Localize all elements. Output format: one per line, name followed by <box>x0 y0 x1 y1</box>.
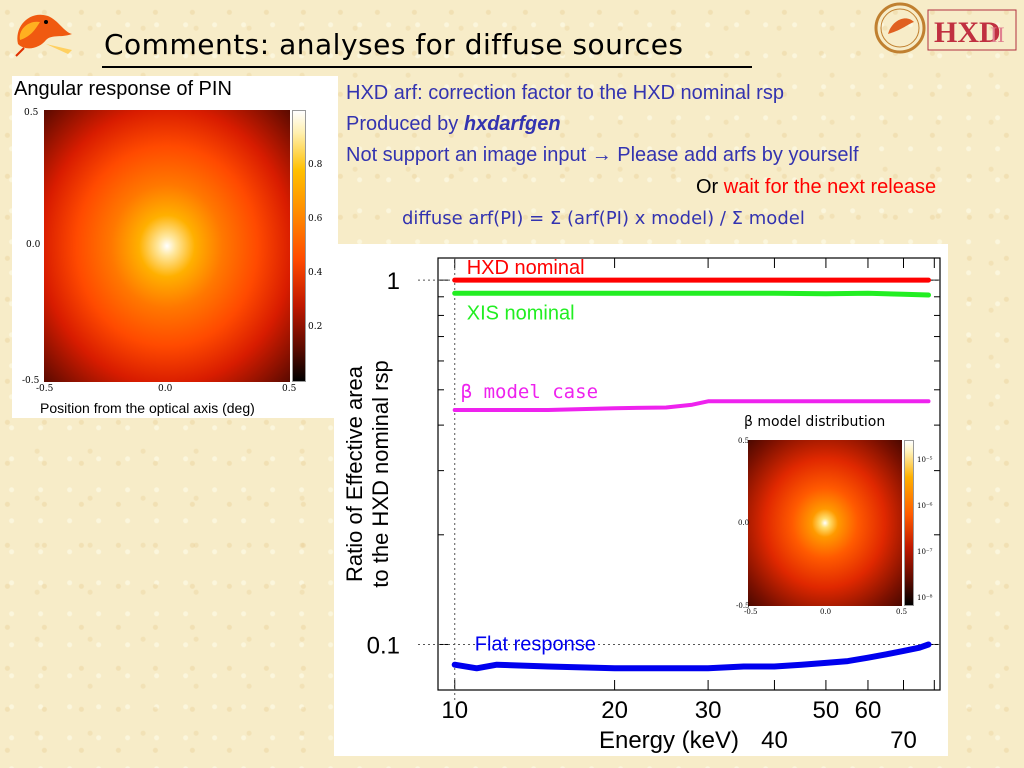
pin-x-tick: -0.5 <box>36 384 54 394</box>
svg-text:HXD: HXD <box>934 16 1001 49</box>
pin-y-tick: 0.0 <box>26 240 41 250</box>
pin-x-tick: 0.0 <box>158 384 173 394</box>
pin-cbar-tick: 0.4 <box>308 268 323 278</box>
inset-y-tick: -0.5 <box>736 602 750 610</box>
produced-by-label: Produced by <box>346 113 464 135</box>
inset-x-tick: 0.5 <box>896 608 908 616</box>
series-label-2: β model case <box>461 381 598 403</box>
series-label-1: XIS nominal <box>467 302 575 324</box>
next-release-label: wait for the next release <box>723 176 937 198</box>
inset-x-tick: -0.5 <box>744 608 758 616</box>
series-line-1 <box>452 290 931 298</box>
inset-y-tick: 0.0 <box>738 519 750 527</box>
y-tick-label: 0.1 <box>367 632 400 659</box>
inset-title: β model distribution <box>744 414 886 430</box>
text-line-produced: Produced by hxdarfgen <box>346 113 561 136</box>
x-tick-label: 70 <box>890 727 917 754</box>
pin-cbar-tick: 0.2 <box>308 322 323 332</box>
inset-colorbar <box>904 440 914 606</box>
please-add-label: Please add arfs by yourself <box>611 144 859 166</box>
x-tick-label: 20 <box>601 697 628 724</box>
text-line-not-support: Not support an image input → Please add … <box>346 144 859 167</box>
bird-logo-icon <box>15 14 73 57</box>
title-underline <box>102 66 752 68</box>
series-label-3: Flat response <box>475 634 596 656</box>
arrow-right-icon: → <box>591 144 612 166</box>
pin-y-tick: 0.5 <box>24 108 39 118</box>
pin-x-tick: 0.5 <box>282 384 297 394</box>
inset-y-tick: 0.5 <box>738 437 750 445</box>
x-tick-label: 40 <box>761 727 788 754</box>
chart-labels: 10 20 30 40 50 60 70 1 0.1 Energy (keV) Ratio of E… <box>342 257 917 754</box>
astro-e2-hxd-logo-icon: HXD II <box>874 2 1017 54</box>
chart-axes <box>418 257 941 700</box>
x-tick-label: 50 <box>813 697 840 724</box>
svg-text:II: II <box>990 22 1005 47</box>
plot-frame <box>437 257 941 691</box>
x-tick-label: 10 <box>441 697 468 724</box>
tool-name: hxdarfgen <box>463 113 561 135</box>
series-line-3 <box>451 641 932 672</box>
inset-x-tick: 0.0 <box>820 608 832 616</box>
inset-cbar-tick: 10⁻⁵ <box>917 456 933 464</box>
x-axis-label: Energy (keV) <box>599 727 739 754</box>
inset-cbar-tick: 10⁻⁶ <box>917 502 933 510</box>
y-axis-label: Ratio of Effective areato the HXD nomina… <box>342 360 393 587</box>
pin-y-tick: -0.5 <box>22 376 40 386</box>
beta-model-heatmap <box>748 440 902 606</box>
x-tick-label: 60 <box>855 697 882 724</box>
x-tick-label: 30 <box>695 697 722 724</box>
not-support-label: Not support an image input <box>346 144 592 166</box>
pin-cbar-tick: 0.8 <box>308 160 323 170</box>
or-label: Or <box>696 176 724 198</box>
chart-series <box>451 277 932 672</box>
pin-colorbar <box>292 110 306 382</box>
pin-x-axis-label: Position from the optical axis (deg) <box>40 400 255 416</box>
series-line-2 <box>452 399 931 412</box>
y-tick-label: 1 <box>387 268 400 295</box>
text-line-or: Or wait for the next release <box>696 176 936 199</box>
pin-panel-title: Angular response of PIN <box>14 78 232 100</box>
page-title: Comments: analyses for diffuse sources <box>104 28 684 61</box>
text-line-arf: HXD arf: correction factor to the HXD no… <box>346 82 784 104</box>
inset-cbar-tick: 10⁻⁷ <box>917 548 933 556</box>
formula: diffuse arf(PI) = Σ (arf(PI) x model) / … <box>402 208 805 229</box>
pin-cbar-tick: 0.6 <box>308 214 323 224</box>
pin-response-heatmap <box>44 110 290 382</box>
series-label-0: HXD nominal <box>467 257 585 279</box>
inset-cbar-tick: 10⁻⁸ <box>917 594 933 602</box>
